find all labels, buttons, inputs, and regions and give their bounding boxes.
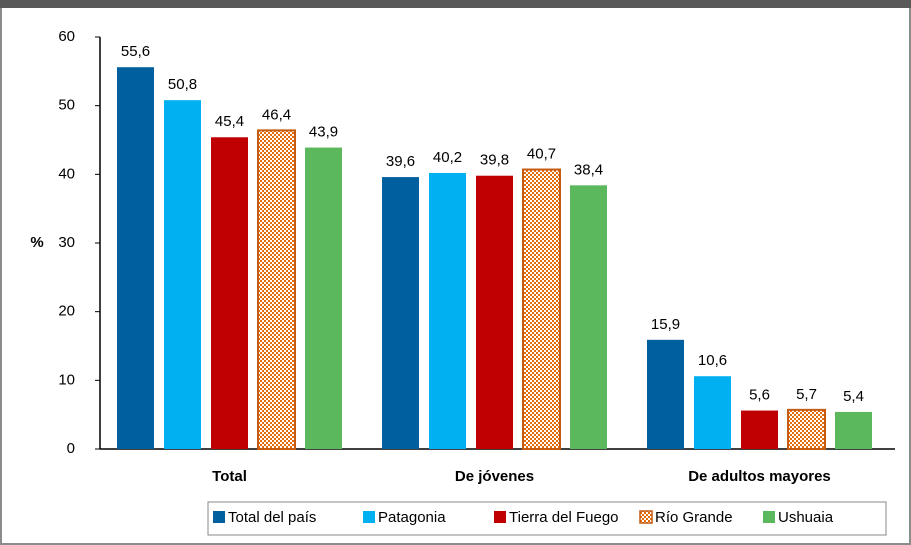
- bar: [211, 137, 248, 449]
- y-tick-label: 30: [58, 234, 75, 251]
- data-label: 40,2: [433, 149, 462, 166]
- legend-label: Total del país: [228, 509, 316, 526]
- x-tick-label: De jóvenes: [455, 468, 534, 485]
- x-tick-label: Total: [212, 468, 247, 485]
- y-tick-label: 0: [67, 440, 75, 457]
- y-tick-label: 10: [58, 371, 75, 388]
- y-tick-label: 20: [58, 303, 75, 320]
- bar: [787, 408, 826, 450]
- y-tick-label: 60: [58, 28, 75, 45]
- bar: [647, 339, 684, 449]
- data-label: 15,9: [651, 316, 680, 333]
- bar: [694, 376, 731, 449]
- legend-swatch: [639, 510, 653, 524]
- data-label: 40,7: [527, 145, 556, 162]
- bar: [164, 100, 201, 449]
- bar: [570, 185, 607, 449]
- y-tick-label: 50: [58, 97, 75, 114]
- data-label: 5,7: [796, 386, 817, 403]
- bar: [429, 172, 466, 449]
- bar: [476, 175, 513, 449]
- bar: [382, 177, 419, 449]
- legend-label: Patagonia: [378, 509, 446, 526]
- bar: [257, 129, 296, 451]
- legend-swatch: [363, 511, 375, 523]
- x-tick-label: De adultos mayores: [688, 468, 831, 485]
- y-tick-label: 40: [58, 165, 75, 182]
- legend-swatch: [763, 511, 775, 523]
- bar: [305, 147, 342, 449]
- data-label: 45,4: [215, 113, 244, 130]
- bar: [835, 411, 872, 449]
- data-label: 43,9: [309, 124, 338, 141]
- data-label: 50,8: [168, 76, 197, 93]
- data-label: 39,8: [480, 152, 509, 169]
- legend-swatch: [213, 511, 225, 523]
- data-label: 38,4: [574, 161, 603, 178]
- legend-label: Ushuaia: [778, 509, 834, 526]
- data-label: 10,6: [698, 352, 727, 369]
- legend-label: Río Grande: [655, 509, 733, 526]
- top-band: [0, 0, 911, 8]
- data-label: 5,4: [843, 388, 864, 405]
- bar: [522, 168, 561, 450]
- data-label: 39,6: [386, 153, 415, 170]
- bar: [117, 67, 154, 450]
- data-label: 55,6: [121, 43, 150, 60]
- legend-label: Tierra del Fuego: [509, 509, 619, 526]
- y-axis-label: %: [30, 234, 43, 251]
- data-label: 46,4: [262, 106, 291, 123]
- legend-swatch: [494, 511, 506, 523]
- data-label: 5,6: [749, 387, 770, 404]
- bar: [741, 410, 778, 449]
